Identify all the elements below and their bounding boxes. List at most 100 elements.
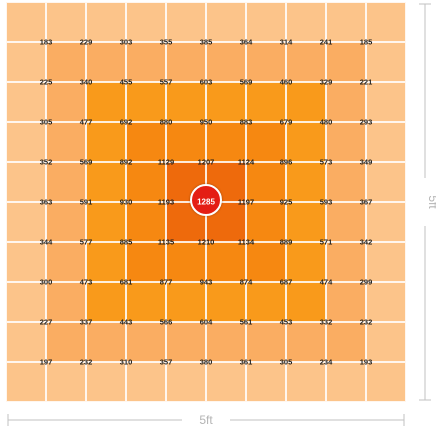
grid-tile bbox=[246, 282, 286, 322]
grid-tile bbox=[366, 282, 406, 322]
grid-tile bbox=[46, 122, 86, 162]
grid-tile bbox=[166, 242, 206, 282]
grid-tile bbox=[126, 162, 166, 202]
grid-tile bbox=[326, 322, 366, 362]
grid-tile bbox=[246, 122, 286, 162]
grid-tile bbox=[326, 282, 366, 322]
grid-tile bbox=[6, 242, 46, 282]
grid-tile bbox=[166, 362, 206, 402]
grid-tile bbox=[366, 162, 406, 202]
grid-tile bbox=[126, 122, 166, 162]
grid-tile bbox=[366, 2, 406, 42]
grid-tile bbox=[46, 42, 86, 82]
grid-tile bbox=[286, 42, 326, 82]
grid-tile bbox=[86, 322, 126, 362]
grid-tile bbox=[86, 242, 126, 282]
grid-tile bbox=[246, 202, 286, 242]
grid-tile bbox=[246, 162, 286, 202]
grid-tile bbox=[326, 42, 366, 82]
height-label: 5ft bbox=[426, 195, 436, 209]
grid-tile bbox=[206, 82, 246, 122]
grid-tile bbox=[326, 82, 366, 122]
grid-tile bbox=[246, 2, 286, 42]
grid-tile bbox=[6, 82, 46, 122]
grid-tile bbox=[46, 202, 86, 242]
grid-tile bbox=[6, 322, 46, 362]
grid-tile bbox=[326, 2, 366, 42]
grid-tile bbox=[286, 282, 326, 322]
grid-tile bbox=[6, 282, 46, 322]
grid-tile bbox=[86, 122, 126, 162]
grid-tile bbox=[246, 42, 286, 82]
grid-tile bbox=[246, 242, 286, 282]
grid-tile bbox=[86, 202, 126, 242]
width-label: 5ft bbox=[199, 413, 213, 427]
grid-tile bbox=[206, 242, 246, 282]
grid-tile bbox=[206, 2, 246, 42]
grid-tile bbox=[46, 2, 86, 42]
grid-tile bbox=[166, 282, 206, 322]
grid-tile bbox=[366, 122, 406, 162]
grid-tile bbox=[246, 82, 286, 122]
grid-tile bbox=[286, 242, 326, 282]
grid-tile bbox=[6, 362, 46, 402]
grid-tile bbox=[6, 202, 46, 242]
grid-tile bbox=[86, 82, 126, 122]
grid-tile bbox=[326, 162, 366, 202]
width-dimension: 5ft bbox=[7, 413, 405, 427]
height-dimension: 5ft bbox=[419, 3, 436, 401]
grid-tile bbox=[286, 202, 326, 242]
grid-tile bbox=[46, 242, 86, 282]
grid-tile bbox=[126, 282, 166, 322]
grid-tile bbox=[366, 362, 406, 402]
grid-tile bbox=[286, 162, 326, 202]
grid-tile bbox=[366, 322, 406, 362]
grid-tile bbox=[366, 42, 406, 82]
grid-tile bbox=[126, 362, 166, 402]
grid-tile bbox=[286, 82, 326, 122]
grid-tile bbox=[166, 322, 206, 362]
grid-tile bbox=[6, 42, 46, 82]
grid-tile bbox=[366, 82, 406, 122]
grid-tile bbox=[366, 242, 406, 282]
grid-tile bbox=[246, 362, 286, 402]
grid-tile bbox=[126, 82, 166, 122]
grid-tile bbox=[46, 282, 86, 322]
grid-tile bbox=[286, 122, 326, 162]
grid-tile bbox=[126, 322, 166, 362]
grid-tile bbox=[366, 202, 406, 242]
grid-tile bbox=[46, 162, 86, 202]
grid-tile bbox=[286, 322, 326, 362]
grid-tile bbox=[6, 122, 46, 162]
grid-tile bbox=[326, 202, 366, 242]
grid-tile bbox=[126, 202, 166, 242]
grid-tile bbox=[86, 282, 126, 322]
grid-tile bbox=[6, 162, 46, 202]
grid-tile bbox=[166, 122, 206, 162]
grid-tile bbox=[46, 322, 86, 362]
grid-tile bbox=[246, 322, 286, 362]
grid-tile bbox=[286, 362, 326, 402]
peak-marker bbox=[190, 184, 222, 216]
grid-tile bbox=[206, 322, 246, 362]
grid-tile bbox=[206, 282, 246, 322]
grid-tile bbox=[46, 82, 86, 122]
grid-tile bbox=[46, 362, 86, 402]
grid-tile bbox=[126, 242, 166, 282]
grid-tile bbox=[206, 362, 246, 402]
grid-tile bbox=[166, 42, 206, 82]
grid-tile bbox=[86, 42, 126, 82]
grid-tile bbox=[86, 162, 126, 202]
grid-tile bbox=[206, 42, 246, 82]
grid-tile bbox=[86, 362, 126, 402]
grid-tile bbox=[166, 2, 206, 42]
grid-tile bbox=[6, 2, 46, 42]
grid-tile bbox=[86, 2, 126, 42]
grid-tile bbox=[326, 122, 366, 162]
grid-tile bbox=[326, 362, 366, 402]
grid-tile bbox=[286, 2, 326, 42]
grid-tile bbox=[166, 82, 206, 122]
grid-tile bbox=[326, 242, 366, 282]
grid-tile bbox=[126, 42, 166, 82]
grid-tile bbox=[206, 122, 246, 162]
